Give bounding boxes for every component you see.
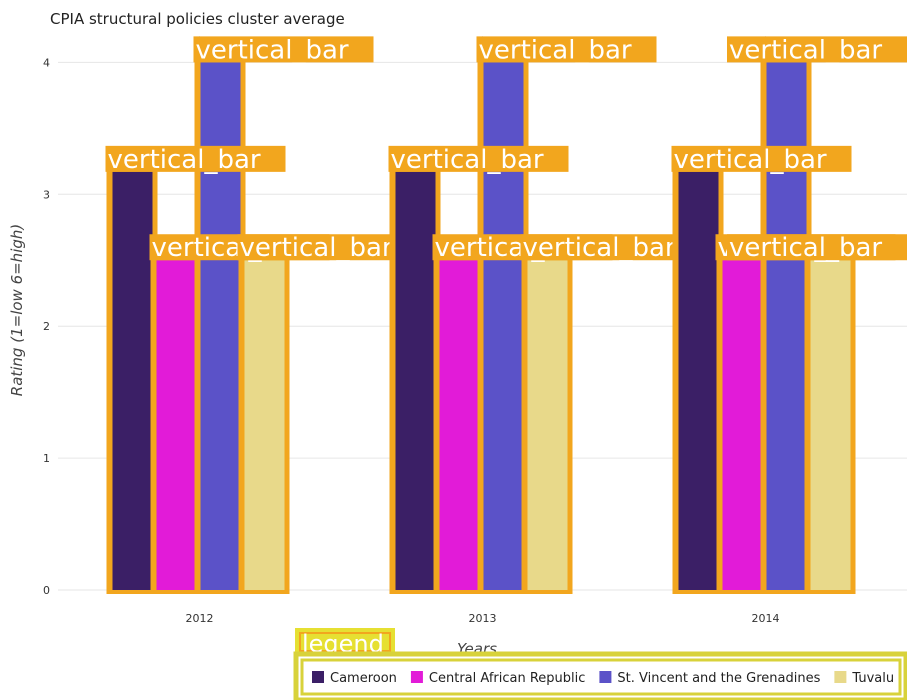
legend-swatch <box>410 671 423 683</box>
legend-swatch <box>599 671 612 683</box>
y-tick-label: 4 <box>43 56 50 69</box>
legend-swatch <box>834 671 847 683</box>
legend-frame <box>293 651 907 700</box>
legend: Cameroon Central African Republic St. Vinc… <box>293 651 907 700</box>
legend-entry: Cameroon <box>330 671 397 686</box>
legend-entry: Central African Republic <box>429 671 585 686</box>
bar <box>527 260 568 590</box>
bar <box>112 171 153 590</box>
x-ticks: 2012 2013 2014 <box>186 612 780 625</box>
annotation-box <box>388 145 569 172</box>
annotation-label: vertical_bar <box>479 35 632 65</box>
bar <box>439 260 480 590</box>
annotation-box <box>476 36 657 63</box>
annotation-box <box>193 36 374 63</box>
annotation-label: vertical_bar <box>729 35 882 65</box>
annotation-box <box>520 234 701 261</box>
y-tick-label: 2 <box>43 320 50 333</box>
legend-swatch <box>312 671 324 683</box>
annotation-label: vertical_bar <box>674 145 827 175</box>
annotation-label: vertical_bar <box>729 233 882 263</box>
bar <box>722 260 763 590</box>
x-tick-label: 2013 <box>469 612 497 625</box>
legend-entry: Tuvalu <box>851 671 894 686</box>
bar <box>156 260 197 590</box>
legend-entry: St. Vincent and the Grenadines <box>617 671 820 686</box>
x-tick-label: 2012 <box>186 612 214 625</box>
annotation-label: vertical_bar <box>196 35 349 65</box>
annotation-box <box>237 234 418 261</box>
legend-title-box: legend <box>295 628 395 658</box>
annotation-label: vertical_bar <box>240 233 393 263</box>
annotation-label: vertical_bar <box>108 145 261 175</box>
bar <box>678 171 719 590</box>
y-tick-label: 3 <box>43 188 50 201</box>
bar <box>244 260 285 590</box>
annotation-box <box>727 234 907 261</box>
annotation-box <box>671 145 852 172</box>
chart-title: CPIA structural policies cluster average <box>50 10 345 28</box>
bars: vertical_barvertical_barvertical_barvert… <box>105 35 907 594</box>
bar <box>810 260 851 590</box>
annotation-box <box>727 36 907 63</box>
y-tick-label: 1 <box>43 452 50 465</box>
bar <box>395 171 436 590</box>
bar <box>200 62 241 590</box>
annotation-label: vertical_bar <box>523 233 676 263</box>
bar <box>483 62 524 590</box>
x-tick-label: 2014 <box>752 612 780 625</box>
y-ticks: 0 1 2 3 4 <box>43 56 50 597</box>
y-axis-label: Rating (1=low 6=high) <box>8 224 26 396</box>
annotation-label: vertical_bar <box>391 145 544 175</box>
bar <box>766 62 807 590</box>
annotation-box <box>105 145 286 172</box>
y-tick-label: 0 <box>43 584 50 597</box>
